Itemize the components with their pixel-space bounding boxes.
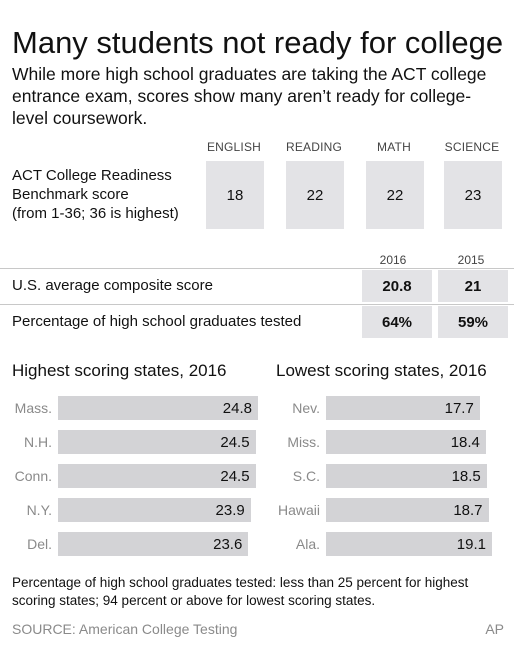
- highest-state-bar: [58, 532, 249, 556]
- lowest-state-bar: [326, 532, 492, 556]
- composite-score-2016: 20.8: [362, 270, 432, 302]
- composite-score-label: U.S. average composite score: [12, 277, 213, 294]
- subject-header-science: SCIENCE: [444, 140, 500, 154]
- subject-header-math: MATH: [377, 140, 411, 154]
- highest-state-bar: [58, 430, 256, 454]
- highest-state-bar: [58, 396, 258, 420]
- highest-state-value: 24.8: [222, 400, 252, 417]
- year-header-2016: 2016: [379, 253, 407, 267]
- lowest-state-value: 19.1: [456, 536, 486, 553]
- lowest-state-value: 18.7: [453, 502, 483, 519]
- highest-state-bar: [58, 464, 256, 488]
- highest-state-label: Mass.: [14, 400, 52, 416]
- highest-state-value: 24.5: [220, 468, 250, 485]
- benchmark-label: ACT College Readiness Benchmark score (f…: [12, 166, 179, 223]
- benchmark-label-line: ACT College Readiness: [12, 167, 172, 184]
- highest-state-label: Del.: [27, 536, 52, 552]
- page-subtitle: While more high school graduates are tak…: [12, 64, 487, 128]
- lowest-state-value: 17.7: [444, 400, 474, 417]
- lowest-state-value: 18.4: [450, 434, 480, 451]
- subject-header-english: ENGLISH: [206, 140, 262, 154]
- highest-states-title: Highest scoring states, 2016: [12, 361, 227, 380]
- highest-state-bar: [58, 498, 251, 522]
- lowest-state-bar: [326, 430, 486, 454]
- pct-tested-2015: 59%: [438, 306, 508, 338]
- highest-state-label: N.H.: [24, 434, 52, 450]
- ap-credit: AP: [485, 621, 504, 637]
- lowest-state-label: Miss.: [287, 434, 320, 450]
- highest-state-label: N.Y.: [26, 502, 52, 518]
- pct-tested-label: Percentage of high school graduates test…: [12, 313, 302, 330]
- lowest-state-bar: [326, 396, 480, 420]
- source-credit: SOURCE: American College Testing: [12, 621, 238, 637]
- year-header-2015: 2015: [457, 253, 485, 267]
- benchmark-score-english: 18: [206, 161, 264, 229]
- subject-header-reading: READING: [285, 140, 343, 154]
- divider: [0, 304, 514, 305]
- lowest-state-bar: [326, 464, 487, 488]
- benchmark-label-line: Benchmark score: [12, 186, 129, 203]
- benchmark-score-math: 22: [366, 161, 424, 229]
- composite-score-2015: 21: [438, 270, 508, 302]
- lowest-state-bar: [326, 498, 489, 522]
- benchmark-score-science: 23: [444, 161, 502, 229]
- lowest-state-label: S.C.: [292, 468, 320, 484]
- highest-state-label: Conn.: [14, 468, 52, 484]
- benchmark-label-line: (from 1-36; 36 is highest): [12, 205, 179, 222]
- lowest-states-title: Lowest scoring states, 2016: [276, 361, 487, 380]
- footnote: Percentage of high school graduates test…: [12, 575, 469, 608]
- lowest-state-value: 18.5: [451, 468, 481, 485]
- lowest-state-label: Hawaii: [277, 502, 320, 518]
- divider: [0, 268, 514, 269]
- highest-state-value: 23.6: [213, 536, 243, 553]
- lowest-state-label: Nev.: [292, 400, 320, 416]
- benchmark-score-reading: 22: [286, 161, 344, 229]
- highest-state-value: 23.9: [215, 502, 245, 519]
- lowest-state-label: Ala.: [295, 536, 320, 552]
- highest-state-value: 24.5: [220, 434, 250, 451]
- pct-tested-2016: 64%: [362, 306, 432, 338]
- page-title: Many students not ready for college: [12, 25, 504, 60]
